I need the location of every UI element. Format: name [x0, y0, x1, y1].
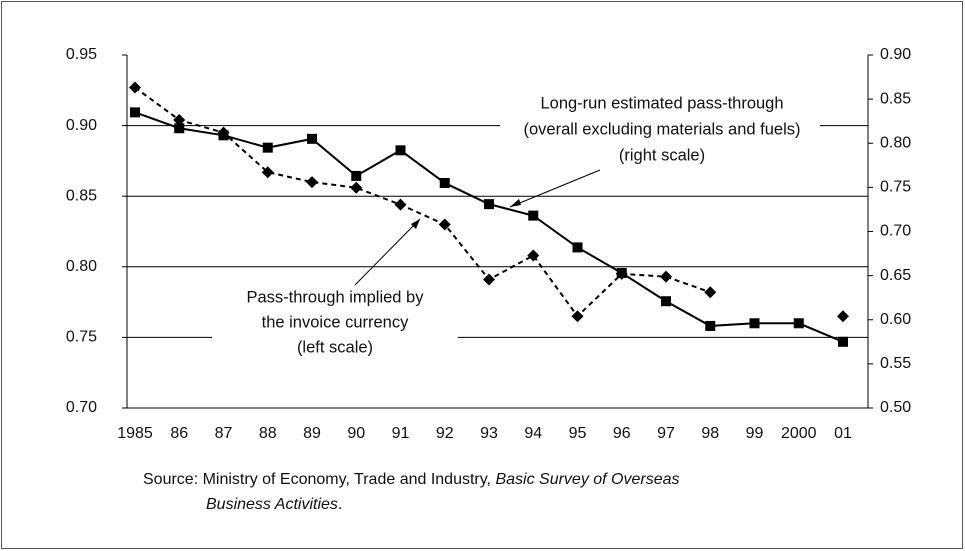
- marker: [705, 320, 716, 331]
- marker: [660, 270, 672, 283]
- marker: [484, 199, 494, 210]
- y2-tick-label: 0.85: [880, 90, 911, 107]
- marker: [571, 310, 584, 323]
- marker: [837, 310, 849, 323]
- marker: [129, 81, 141, 94]
- x-tick-label: 98: [701, 425, 719, 442]
- x-tick-label: 1985: [117, 425, 153, 442]
- marker: [261, 166, 274, 179]
- source: Business Activities.: [206, 496, 342, 513]
- marker: [616, 267, 627, 278]
- source-prefix: Source: Ministry of Economy, Trade and I…: [143, 471, 495, 488]
- y-tick-label: 0.75: [66, 329, 97, 346]
- annotation: (left scale): [297, 338, 373, 356]
- marker: [793, 318, 804, 329]
- y-tick-label: 0.90: [66, 117, 97, 134]
- marker: [749, 318, 760, 329]
- marker: [838, 336, 848, 347]
- annotation-arrow: [354, 218, 421, 286]
- source-suffix: .: [338, 496, 342, 513]
- marker: [483, 273, 495, 286]
- annotation-arrow: [509, 169, 601, 208]
- annotation: (right scale): [619, 146, 705, 164]
- source: Source: Ministry of Economy, Trade and I…: [143, 471, 680, 488]
- x-tick-label: 91: [392, 425, 410, 442]
- source-title: Basic Survey of Overseas: [495, 471, 679, 488]
- x-tick-label: 96: [613, 425, 631, 442]
- marker: [527, 249, 540, 262]
- x-tick-label: 90: [347, 425, 365, 442]
- marker: [395, 145, 406, 156]
- y2-tick-label: 0.55: [880, 355, 911, 372]
- y2-tick-label: 0.65: [880, 267, 911, 284]
- annotation-bg: [212, 284, 458, 362]
- y-tick-label: 0.70: [66, 399, 97, 416]
- marker: [572, 242, 583, 253]
- source-title: Business Activities: [206, 496, 338, 513]
- marker: [351, 170, 362, 181]
- marker: [307, 133, 317, 144]
- annotation-arrowhead: [510, 199, 521, 207]
- marker: [173, 113, 186, 126]
- annotation-bg: [500, 88, 820, 172]
- x-tick-label: 93: [480, 425, 498, 442]
- x-tick-label: 89: [303, 425, 321, 442]
- marker: [704, 286, 717, 299]
- annotation: (overall excluding materials and fuels): [524, 120, 801, 138]
- marker: [661, 296, 671, 307]
- x-tick-label: 95: [569, 425, 587, 442]
- y2-tick-label: 0.70: [880, 223, 911, 240]
- x-tick-label: 2000: [781, 425, 817, 442]
- marker: [439, 177, 450, 188]
- x-tick-label: 92: [436, 425, 454, 442]
- annotation: the invoice currency: [262, 313, 409, 331]
- y2-tick-label: 0.80: [880, 134, 911, 151]
- y2-tick-label: 0.90: [880, 46, 911, 63]
- y2-tick-label: 0.50: [880, 399, 911, 416]
- y-tick-label: 0.85: [66, 187, 97, 204]
- y-tick-label: 0.80: [66, 258, 97, 275]
- annotation-arrowhead: [411, 219, 420, 229]
- marker: [394, 198, 407, 211]
- marker: [218, 130, 229, 141]
- x-tick-label: 88: [259, 425, 277, 442]
- marker: [306, 176, 318, 189]
- marker: [262, 142, 273, 153]
- x-tick-label: 86: [170, 425, 188, 442]
- y2-tick-label: 0.60: [880, 311, 911, 328]
- marker: [130, 107, 140, 118]
- x-tick-label: 97: [657, 425, 675, 442]
- plot: 0.70 0.75 0.80 0.85 0.90 0.95 0.50 0.55 0.60 0.65…: [66, 46, 911, 442]
- x-tick-label: 99: [746, 425, 764, 442]
- marker: [350, 181, 363, 194]
- annotation: Long-run estimated pass-through: [540, 94, 783, 112]
- y2-tick-label: 0.75: [880, 179, 911, 196]
- x-tick-label: 94: [524, 425, 542, 442]
- x-tick-label: 87: [215, 425, 233, 442]
- annotations: Long-run estimated pass-through (overall…: [212, 88, 820, 362]
- marker: [528, 210, 539, 221]
- marker: [438, 218, 451, 231]
- y-tick-label: 0.95: [66, 46, 97, 63]
- marker: [174, 123, 185, 134]
- x-tick-label: 01: [834, 425, 852, 442]
- annotation: Pass-through implied by: [246, 288, 424, 306]
